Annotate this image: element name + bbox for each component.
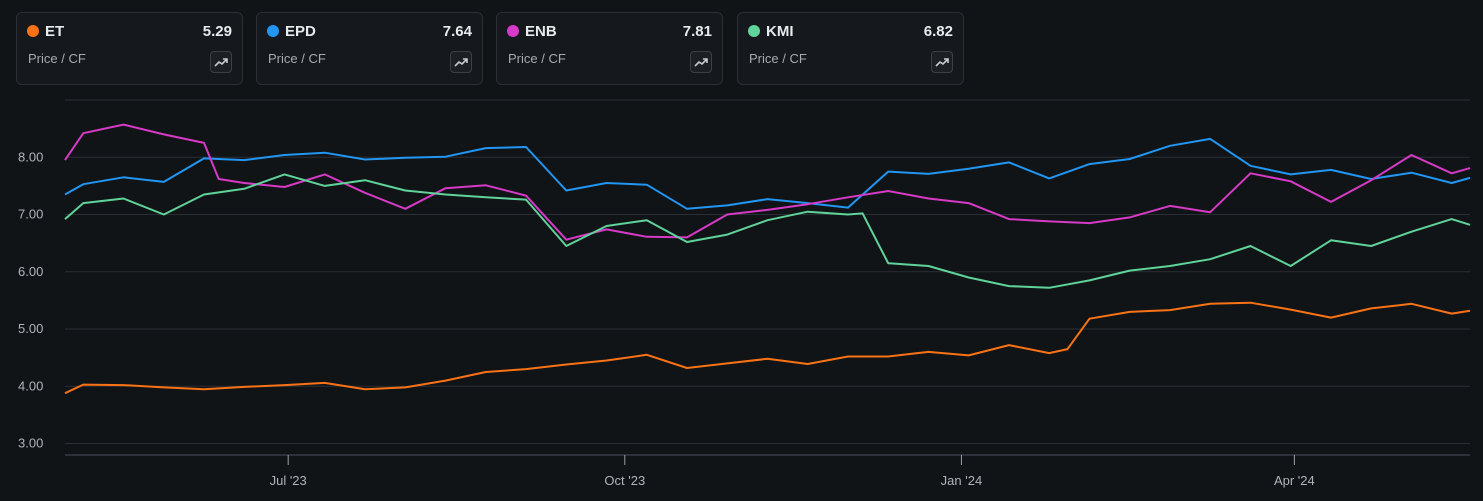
ticker-symbol: ENB — [525, 23, 557, 40]
series-line-enb — [64, 123, 1471, 241]
series-color-dot — [748, 25, 760, 37]
series-line-kmi — [64, 173, 1471, 289]
trend-chart-icon[interactable] — [931, 51, 953, 73]
y-tick-label: 3.00 — [18, 436, 43, 451]
x-tick-label: Apr '24 — [1274, 473, 1315, 488]
y-tick-label: 5.00 — [18, 321, 43, 336]
x-tick-label: Oct '23 — [604, 473, 645, 488]
ticker-symbol: ET — [45, 23, 65, 40]
series-color-dot — [267, 25, 279, 37]
ticker-card-epd[interactable]: EPD 7.64 Price / CF — [256, 12, 483, 85]
trend-chart-icon[interactable] — [210, 51, 232, 73]
y-tick-label: 4.00 — [18, 378, 43, 393]
x-tick-label: Jan '24 — [941, 473, 983, 488]
y-tick-label: 7.00 — [18, 207, 43, 222]
ticker-value: 6.82 — [923, 23, 953, 40]
ticker-value: 5.29 — [202, 23, 232, 40]
ticker-symbol: KMI — [766, 23, 794, 40]
series-color-dot — [27, 25, 39, 37]
ticker-cards: ET 5.29 Price / CF EPD 7.64 Price / CF E… — [16, 12, 976, 87]
price-cf-chart: 3.00 4.00 5.00 6.00 7.00 8.00 Jul '23 Oct '23 Ja… — [0, 90, 1483, 496]
series-color-dot — [507, 25, 519, 37]
metric-label: Price / CF — [508, 51, 566, 66]
y-tick-label: 6.00 — [18, 264, 43, 279]
series-line-epd — [64, 137, 1471, 210]
ticker-card-kmi[interactable]: KMI 6.82 Price / CF — [737, 12, 964, 85]
trend-chart-icon[interactable] — [690, 51, 712, 73]
ticker-card-et[interactable]: ET 5.29 Price / CF — [16, 12, 243, 85]
ticker-value: 7.81 — [682, 23, 712, 40]
y-tick-label: 8.00 — [18, 149, 43, 164]
ticker-card-enb[interactable]: ENB 7.81 Price / CF — [496, 12, 723, 85]
metric-label: Price / CF — [28, 51, 86, 66]
metric-label: Price / CF — [268, 51, 326, 66]
ticker-symbol: EPD — [285, 23, 316, 40]
series-line-et — [64, 301, 1471, 395]
trend-chart-icon[interactable] — [450, 51, 472, 73]
line-chart[interactable]: 3.00 4.00 5.00 6.00 7.00 8.00 Jul '23 Oct '23 Ja… — [0, 90, 1483, 496]
ticker-value: 7.64 — [442, 23, 472, 40]
metric-label: Price / CF — [749, 51, 807, 66]
x-tick-label: Jul '23 — [270, 473, 307, 488]
